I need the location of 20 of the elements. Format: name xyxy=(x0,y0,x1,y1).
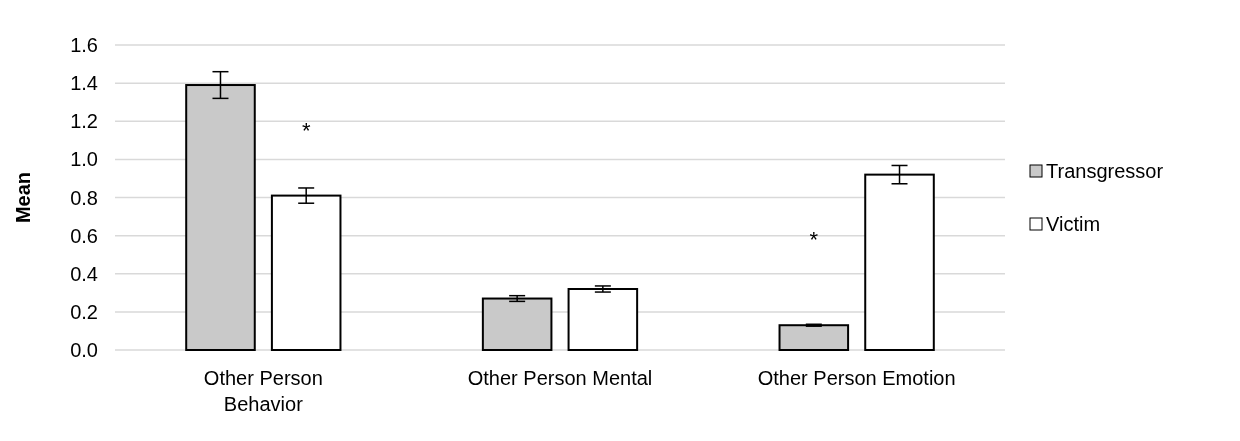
legend-label: Victim xyxy=(1046,213,1101,235)
x-tick-label: Other Person Emotion xyxy=(757,367,956,389)
y-tick-label: 0.0 xyxy=(70,339,98,361)
x-tick-label: Other Person Mental xyxy=(467,367,653,389)
y-tick-label: 1.0 xyxy=(70,148,98,171)
annotation: * xyxy=(301,117,311,143)
bar xyxy=(567,288,639,351)
y-tick-label: 0.4 xyxy=(70,262,98,285)
y-axis-title: Mean xyxy=(12,171,34,224)
y-tick-label: 0.8 xyxy=(70,186,98,209)
y-tick-label: 0.2 xyxy=(70,300,98,323)
y-tick-label: 1.4 xyxy=(70,72,98,95)
annotation: * xyxy=(809,227,819,253)
x-tick-label: Other Person Behavior xyxy=(203,367,323,415)
legend-label: Transgressor xyxy=(1046,160,1164,182)
bar xyxy=(778,324,850,351)
y-tick-label: 0.6 xyxy=(70,224,98,247)
y-tick-label: 1.2 xyxy=(70,110,98,133)
bar xyxy=(481,297,553,351)
y-tick-label: 1.6 xyxy=(70,34,98,56)
